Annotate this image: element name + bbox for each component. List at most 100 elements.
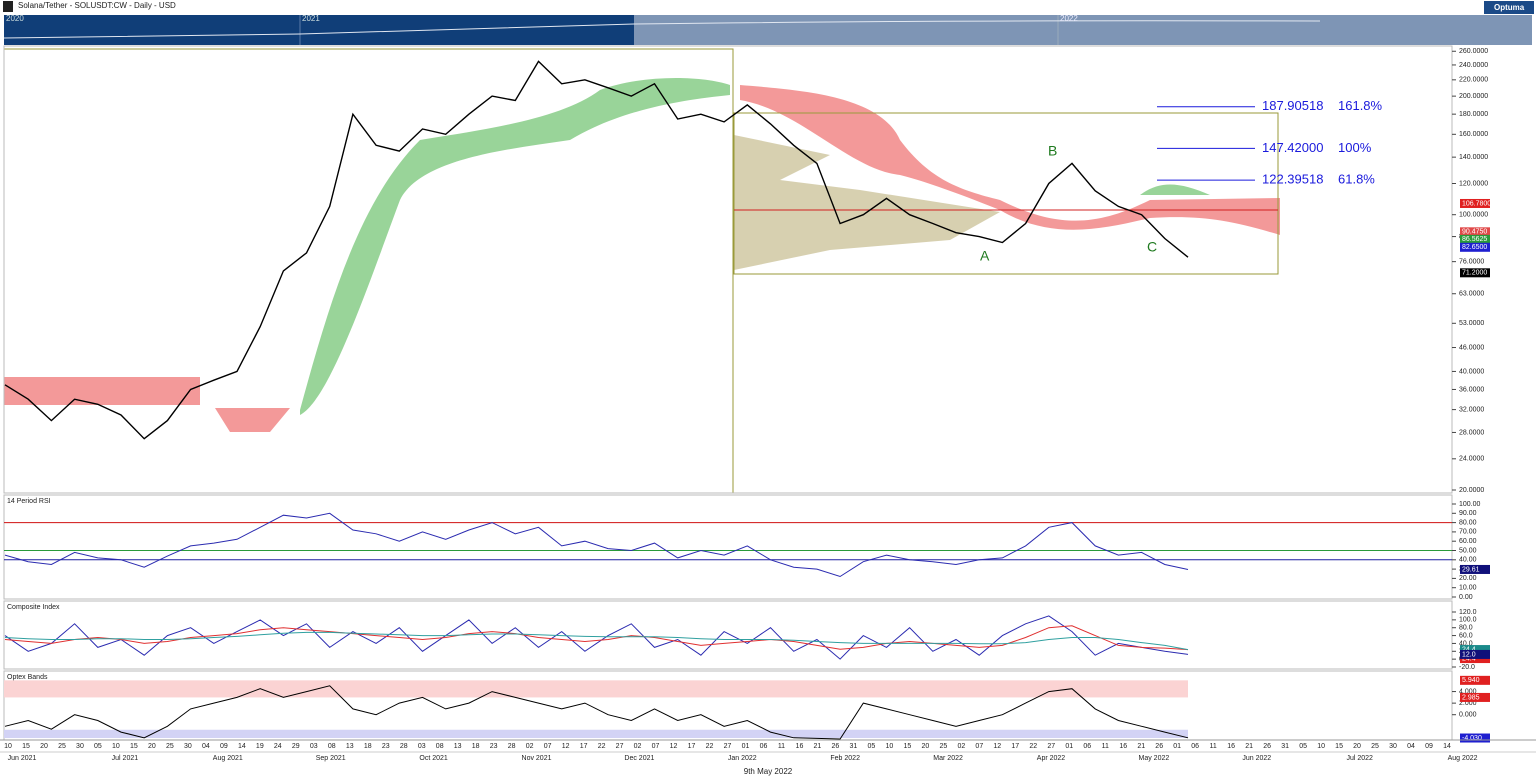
price-tag xyxy=(1460,242,1490,252)
panel-title: 14 Period RSI xyxy=(7,498,51,505)
y-tick-label: -20.0 xyxy=(1459,664,1475,671)
x-day-label: 05 xyxy=(1299,743,1307,750)
x-day-label: 12 xyxy=(562,743,570,750)
x-day-label: 06 xyxy=(1083,743,1091,750)
x-day-label: 31 xyxy=(850,743,858,750)
chart-title: Solana/Tether - SOLUSDT:CW - Daily - USD xyxy=(18,1,176,10)
price-tag-label: 5.940 xyxy=(1462,677,1480,684)
x-day-label: 05 xyxy=(94,743,102,750)
y-tick-label: 10.00 xyxy=(1459,585,1477,592)
x-day-label: 15 xyxy=(1335,743,1343,750)
x-day-label: 24 xyxy=(274,743,282,750)
price-tag-label: 29.61 xyxy=(1462,566,1480,573)
navigator-window[interactable] xyxy=(634,15,1532,45)
app-icon[interactable] xyxy=(3,1,13,12)
x-day-label: 02 xyxy=(634,743,642,750)
y-tick-label: 60.00 xyxy=(1459,538,1477,545)
y-tick-label: 180.0000 xyxy=(1459,111,1488,118)
x-day-label: 22 xyxy=(598,743,606,750)
x-day-label: 10 xyxy=(885,743,893,750)
x-month-label: Nov 2021 xyxy=(522,755,552,762)
price-tag xyxy=(1460,268,1490,278)
x-day-label: 18 xyxy=(472,743,480,750)
x-day-label: 28 xyxy=(400,743,408,750)
x-day-label: 17 xyxy=(580,743,588,750)
y-tick-label: 40.00 xyxy=(1459,557,1477,564)
y-tick-label: 0.00 xyxy=(1459,594,1473,601)
x-day-label: 21 xyxy=(1137,743,1145,750)
price-tag-label: 106.7800 xyxy=(1462,200,1491,207)
price-tag-label: 2.985 xyxy=(1462,694,1480,701)
x-day-label: 03 xyxy=(418,743,426,750)
band xyxy=(4,680,1188,698)
y-tick-label: 24.0000 xyxy=(1459,456,1484,463)
y-tick-label: 46.0000 xyxy=(1459,344,1484,351)
x-month-label: Mar 2022 xyxy=(933,755,963,762)
wave-label: B xyxy=(1048,143,1057,159)
x-day-label: 20 xyxy=(40,743,48,750)
x-day-label: 18 xyxy=(364,743,372,750)
y-tick-label: 63.0000 xyxy=(1459,291,1484,298)
x-day-label: 09 xyxy=(220,743,228,750)
x-day-label: 05 xyxy=(868,743,876,750)
y-tick-label: 70.00 xyxy=(1459,529,1477,536)
x-day-label: 29 xyxy=(292,743,300,750)
navigator-year: 2022 xyxy=(1060,14,1078,23)
x-day-label: 11 xyxy=(778,743,785,750)
fib-ratio: 161.8% xyxy=(1338,98,1383,113)
y-tick-label: 260.0000 xyxy=(1459,48,1488,55)
x-day-label: 13 xyxy=(454,743,462,750)
x-day-label: 31 xyxy=(1281,743,1289,750)
x-day-label: 16 xyxy=(1227,743,1235,750)
x-day-label: 25 xyxy=(58,743,66,750)
price-tag xyxy=(1460,227,1490,237)
x-day-label: 21 xyxy=(814,743,822,750)
price-tag xyxy=(1460,649,1490,659)
series-line xyxy=(4,60,1189,440)
x-month-label: Aug 2021 xyxy=(213,755,243,762)
x-day-label: 12 xyxy=(670,743,678,750)
brand-badge xyxy=(1484,1,1534,14)
x-day-label: 20 xyxy=(148,743,156,750)
x-day-label: 10 xyxy=(4,743,12,750)
navigator-line xyxy=(3,20,1321,39)
y-tick-label: 40.0 xyxy=(1459,640,1473,647)
y-tick-label: 2.000 xyxy=(1459,700,1477,707)
x-day-label: 11 xyxy=(1210,743,1217,750)
series-line xyxy=(4,685,1189,740)
x-day-label: 17 xyxy=(1011,743,1019,750)
x-day-label: 10 xyxy=(1317,743,1325,750)
fib-ratio: 61.8% xyxy=(1338,172,1375,187)
price-tag-label: -4.030 xyxy=(1462,735,1482,742)
x-day-label: 26 xyxy=(832,743,840,750)
price-tag xyxy=(1460,234,1490,244)
x-month-label: Dec 2021 xyxy=(624,755,654,762)
navigator-year: 2020 xyxy=(6,14,24,23)
x-day-label: 08 xyxy=(436,743,444,750)
fib-value: 147.42000 xyxy=(1262,140,1323,155)
x-day-label: 21 xyxy=(1245,743,1253,750)
x-day-label: 23 xyxy=(490,743,498,750)
x-day-label: 26 xyxy=(1263,743,1271,750)
y-tick-label: 20.00 xyxy=(1459,575,1477,582)
x-day-label: 17 xyxy=(688,743,696,750)
x-day-label: 27 xyxy=(724,743,732,750)
x-day-label: 07 xyxy=(652,743,660,750)
navigator-year: 2021 xyxy=(302,14,320,23)
x-day-label: 26 xyxy=(1155,743,1163,750)
x-day-label: 30 xyxy=(76,743,84,750)
x-day-label: 12 xyxy=(993,743,1001,750)
x-day-label: 03 xyxy=(310,743,318,750)
y-tick-label: 160.0000 xyxy=(1459,131,1488,138)
navigator[interactable] xyxy=(4,15,634,45)
cloud-bear xyxy=(740,85,1280,235)
price-tag xyxy=(1460,692,1490,702)
x-month-label: Aug 2022 xyxy=(1448,755,1478,762)
x-month-label: Jul 2022 xyxy=(1346,755,1373,762)
y-tick-label: 40.0000 xyxy=(1459,368,1484,375)
y-tick-label: 100.0000 xyxy=(1459,212,1488,219)
price-tag-label: 90.4750 xyxy=(1462,229,1487,236)
x-day-label: 22 xyxy=(706,743,714,750)
y-tick-label: 20.0000 xyxy=(1459,487,1484,494)
x-day-label: 19 xyxy=(256,743,264,750)
